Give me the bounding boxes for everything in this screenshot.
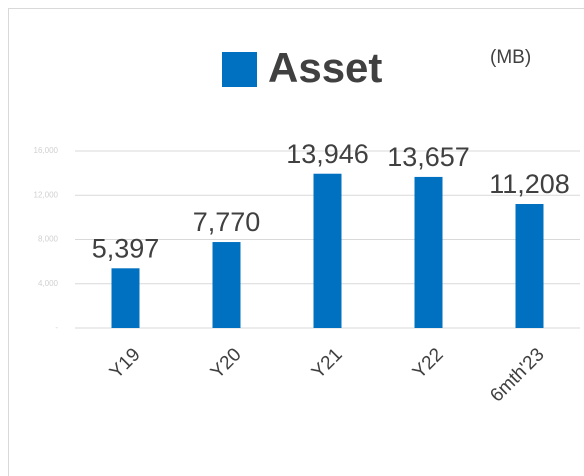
y-tick-label: -: [55, 323, 58, 332]
bar: [212, 242, 241, 328]
y-tick-label: 8,000: [38, 235, 59, 244]
value-label: 13,946: [286, 139, 369, 169]
value-label: 5,397: [92, 233, 160, 263]
y-tick-label: 12,000: [34, 190, 59, 199]
legend-label: Asset: [268, 44, 382, 91]
chart-frame: [8, 8, 584, 476]
value-label: 11,208: [489, 169, 570, 199]
y-tick-label: 4,000: [38, 279, 59, 288]
bar: [515, 204, 544, 328]
value-label: 13,657: [387, 142, 470, 172]
bar: [313, 173, 342, 328]
y-tick-label: 16,000: [34, 146, 59, 155]
bar: [111, 268, 140, 328]
legend-swatch: [222, 52, 257, 87]
unit-annotation: (MB): [490, 47, 531, 68]
value-label: 7,770: [193, 207, 261, 237]
bar: [414, 176, 443, 328]
